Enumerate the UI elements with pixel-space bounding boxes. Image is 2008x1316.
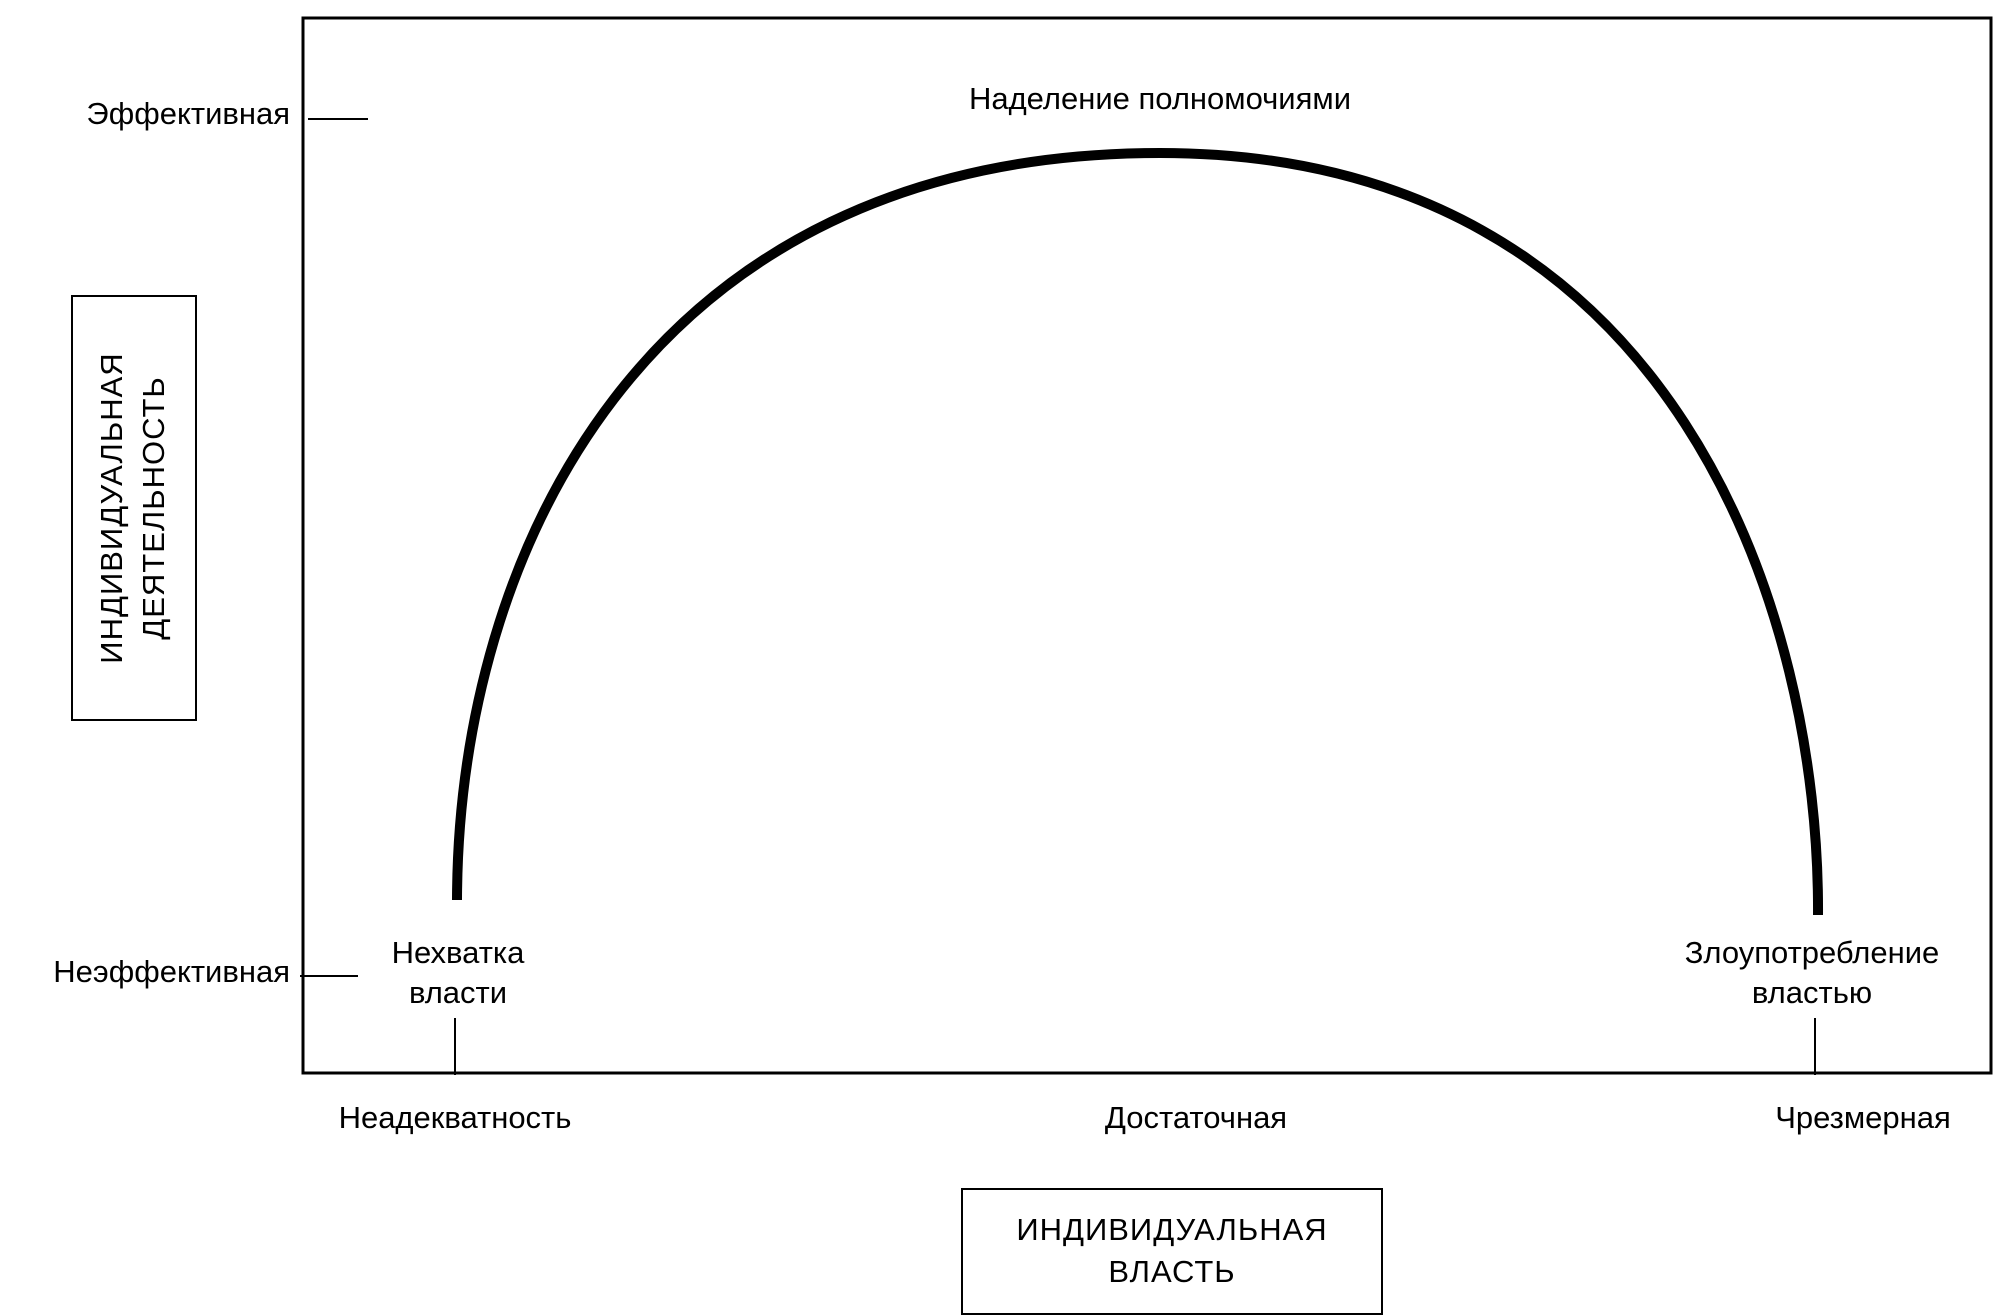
curve-label: Наделение полномочиями [969,81,1351,116]
x-axis-title-box [961,1188,1383,1315]
y-top-label: Эффективная [86,96,290,131]
plot-frame [301,16,1993,1075]
left-end-label-line-1: Нехватка [392,935,526,970]
x-axis-title-line-2: ВЛАСТЬ [1108,1254,1235,1289]
y-bottom-label: Неэффективная [53,954,290,989]
right-end-label-line-2: властью [1752,975,1872,1010]
y-axis-title-box [71,295,197,721]
left-end-label-line-2: власти [409,975,507,1010]
empowerment-curve [452,147,1824,916]
x-middle-label: Достаточная [1105,1100,1287,1135]
x-right-label: Чрезмерная [1775,1100,1951,1135]
y-axis-title-line-2: ДЕЯТЕЛЬНОСТЬ [136,376,171,640]
right-end-label-line-1: Злоупотребление [1685,935,1940,970]
x-left-label: Неадекватность [339,1100,572,1135]
x-axis-title-line-1: ИНДИВИДУАЛЬНАЯ [1016,1212,1327,1247]
y-axis-title-line-1: ИНДИВИДУАЛЬНАЯ [94,352,129,663]
